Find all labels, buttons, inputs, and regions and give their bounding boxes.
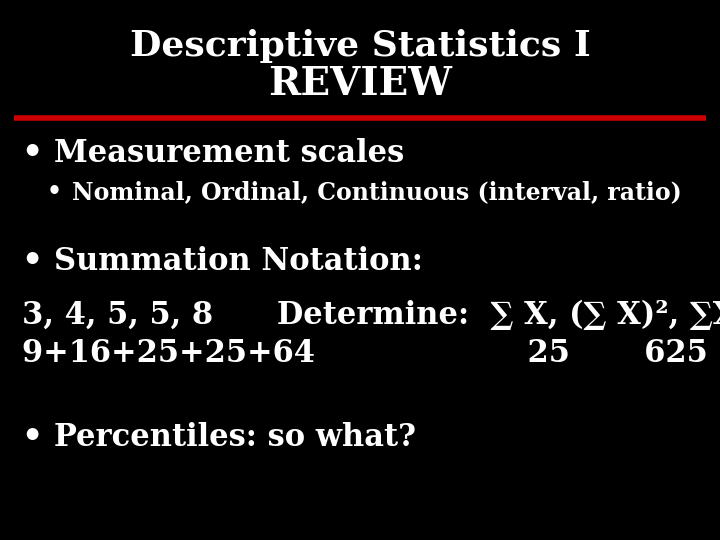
Text: 9+16+25+25+64                    25       625    139: 9+16+25+25+64 25 625 139 <box>22 338 720 369</box>
Text: Percentiles: so what?: Percentiles: so what? <box>54 422 416 453</box>
Text: Measurement scales: Measurement scales <box>54 138 404 170</box>
Text: •: • <box>47 180 62 204</box>
Text: •: • <box>22 421 43 454</box>
Text: •: • <box>22 137 43 171</box>
Text: REVIEW: REVIEW <box>268 65 452 103</box>
Text: 3, 4, 5, 5, 8      Determine:  ∑ X, (∑ X)², ∑X²: 3, 4, 5, 5, 8 Determine: ∑ X, (∑ X)², ∑X… <box>22 300 720 332</box>
Text: Descriptive Statistics I: Descriptive Statistics I <box>130 29 590 63</box>
Text: •: • <box>22 245 43 279</box>
Text: Nominal, Ordinal, Continuous (interval, ratio): Nominal, Ordinal, Continuous (interval, … <box>72 180 682 204</box>
Text: Summation Notation:: Summation Notation: <box>54 246 423 278</box>
